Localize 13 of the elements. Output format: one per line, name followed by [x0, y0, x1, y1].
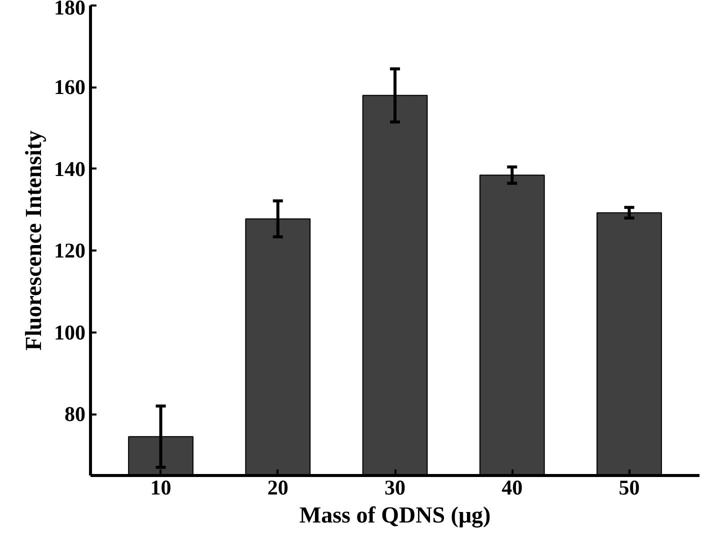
- y-tick-label: 80: [64, 402, 86, 426]
- y-tick-label: 160: [54, 75, 86, 100]
- x-tick-label: 10: [150, 476, 172, 500]
- y-axis-title: Fluorescence Intensity: [21, 130, 46, 350]
- x-tick-label: 20: [267, 476, 288, 500]
- y-tick-label: 120: [54, 238, 86, 263]
- x-tick-label: 50: [618, 476, 640, 500]
- y-tick-label: 140: [54, 156, 86, 181]
- x-tick-label: 30: [384, 476, 406, 500]
- x-axis-title: Mass of QDNS (μg): [299, 502, 491, 528]
- x-tick-label: 40: [502, 476, 523, 500]
- y-tick-label: 180: [54, 0, 86, 20]
- y-tick-label: 100: [54, 320, 86, 344]
